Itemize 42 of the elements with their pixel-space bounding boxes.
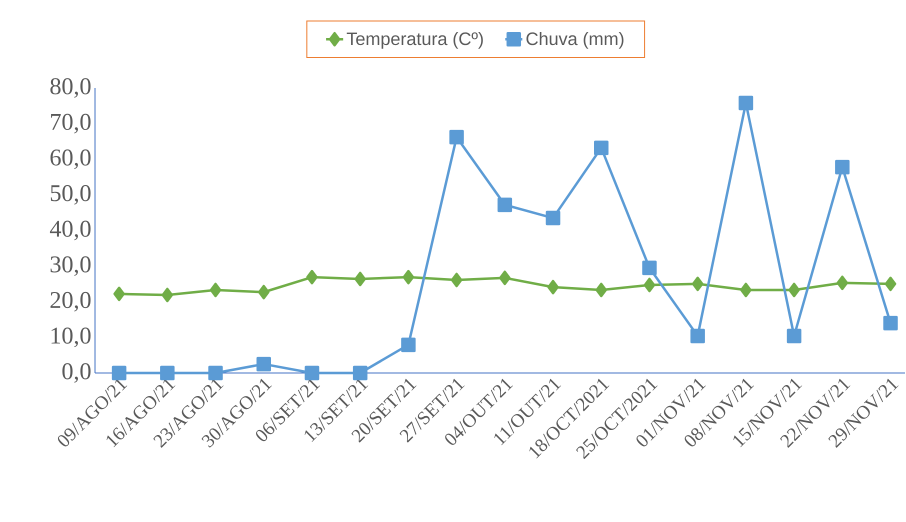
point (112, 366, 126, 380)
point (546, 210, 560, 226)
y-tick-label: 40,0 (50, 220, 91, 240)
legend-label: Temperatura (Cº) (346, 32, 483, 49)
point (788, 282, 800, 298)
y-tick-label: 60,0 (50, 149, 91, 170)
y-tick-label: 10,0 (52, 328, 91, 348)
point (210, 282, 222, 298)
y-tick-label: 20,0 (50, 292, 91, 312)
point (884, 276, 896, 292)
point (594, 140, 608, 156)
point (690, 328, 705, 344)
point (498, 198, 512, 212)
point (836, 276, 848, 290)
point (354, 272, 366, 286)
point (256, 356, 272, 372)
point (547, 280, 559, 294)
point (306, 270, 318, 284)
y-tick-label: 50,0 (50, 185, 91, 205)
point (738, 96, 754, 110)
point (401, 338, 416, 352)
point (835, 160, 850, 174)
point (449, 130, 464, 144)
point (499, 270, 511, 286)
y-tick-label: 80,0 (50, 78, 91, 98)
y-tick-label: 70,0 (51, 114, 91, 134)
y-tick-label: 30,0 (50, 256, 91, 276)
legend-label: Chuva (mm) (526, 32, 624, 49)
point (596, 282, 607, 298)
point (304, 366, 320, 380)
point (402, 270, 414, 284)
point (644, 278, 656, 292)
point (883, 316, 898, 330)
point (642, 260, 657, 276)
point (692, 276, 704, 292)
point (258, 284, 270, 300)
point (160, 366, 175, 380)
point (113, 286, 125, 302)
point (450, 272, 462, 288)
point (740, 282, 752, 298)
point (162, 288, 174, 302)
point (786, 328, 802, 344)
